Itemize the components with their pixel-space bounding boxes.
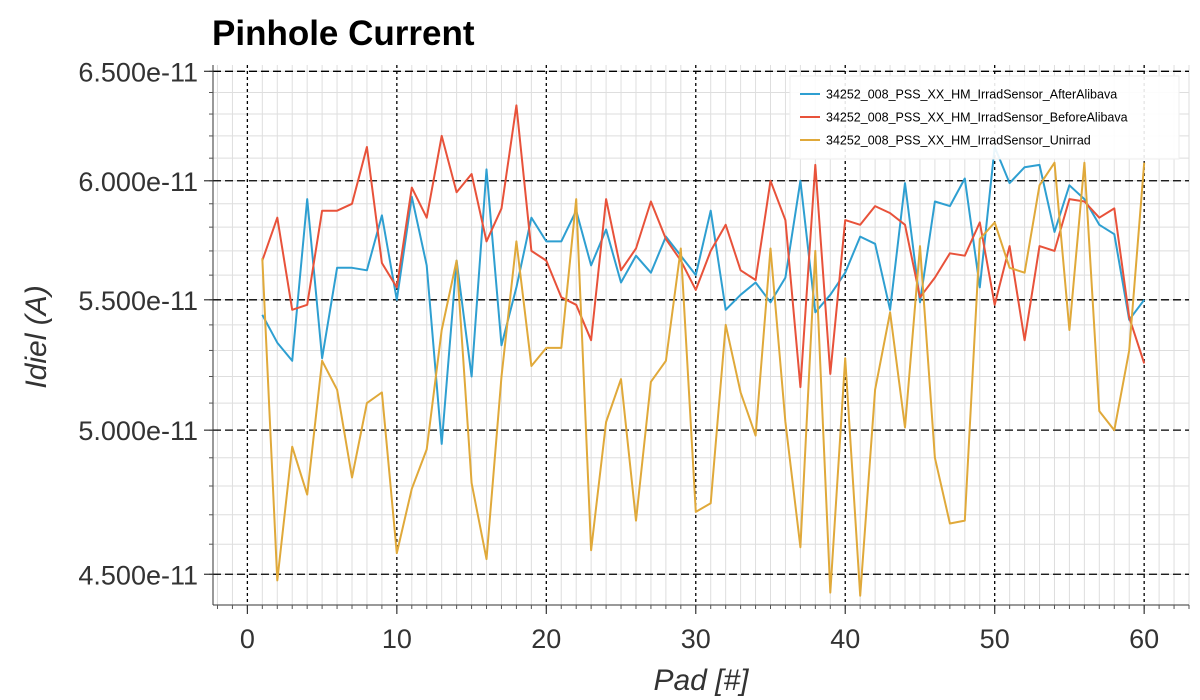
x-tick-label: 20 xyxy=(531,624,561,654)
x-tick-label: 50 xyxy=(980,624,1010,654)
x-tick-label: 0 xyxy=(240,624,255,654)
x-tick-label: 10 xyxy=(382,624,412,654)
series-line-3 xyxy=(261,161,1146,597)
legend-label: 34252_008_PSS_XX_HM_IrradSensor_AfterAli… xyxy=(826,88,1117,102)
series-line-2 xyxy=(261,104,1146,389)
y-tick-label: 4.500e-11 xyxy=(78,560,198,590)
x-tick-label: 40 xyxy=(830,624,860,654)
legend: 34252_008_PSS_XX_HM_IrradSensor_AfterAli… xyxy=(789,75,1180,160)
x-axis-ticks: 0 10 20 30 40 50 60 xyxy=(240,605,1159,654)
y-axis-label: Idiel (A) xyxy=(20,285,53,388)
y-tick-label: 6.000e-11 xyxy=(78,167,198,197)
x-tick-label: 30 xyxy=(681,624,711,654)
x-axis-label: Pad [#] xyxy=(653,664,749,697)
y-axis-ticks: 4.500e-11 5.000e-11 5.500e-11 6.000e-11 6.50… xyxy=(78,57,213,590)
legend-label: 34252_008_PSS_XX_HM_IrradSensor_BeforeAl… xyxy=(826,111,1128,125)
major-grid xyxy=(213,65,1189,605)
axes xyxy=(209,65,1190,609)
legend-label: 34252_008_PSS_XX_HM_IrradSensor_Unirrad xyxy=(826,134,1091,148)
chart-title: Pinhole Current xyxy=(212,14,475,53)
y-tick-label: 5.000e-11 xyxy=(78,416,198,446)
y-tick-label: 5.500e-11 xyxy=(78,286,198,316)
x-tick-label: 60 xyxy=(1129,624,1159,654)
y-tick-label: 6.500e-11 xyxy=(78,57,198,87)
legend-box xyxy=(789,75,1180,160)
